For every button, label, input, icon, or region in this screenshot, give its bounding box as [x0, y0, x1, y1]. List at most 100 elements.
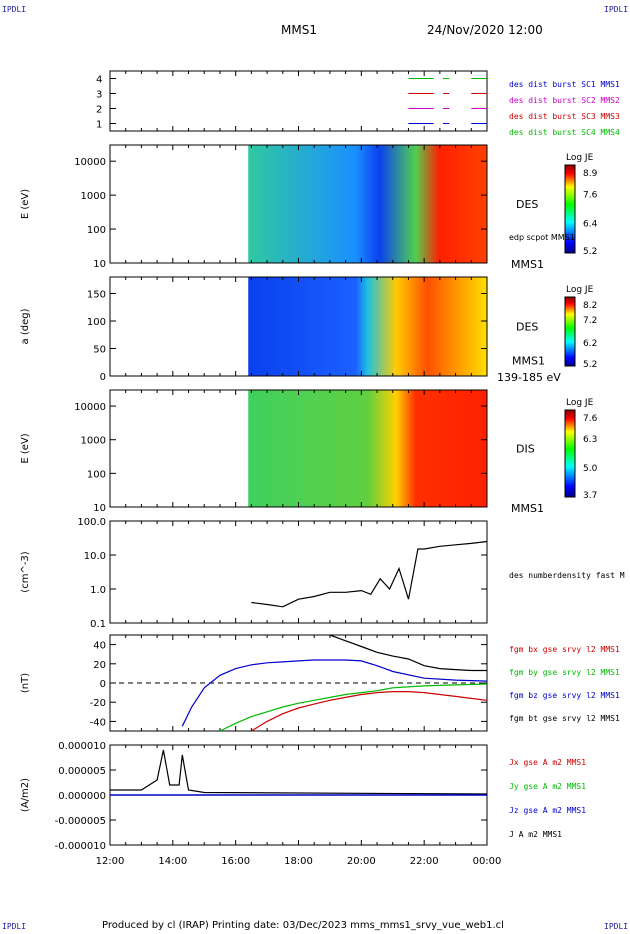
dis-energy-spectrogram: [248, 390, 487, 507]
magnetic-field-legend-entry: fgm bx gse srvy l2 MMS1: [509, 645, 620, 654]
magnetic-field-y-tick-label: 0: [100, 679, 106, 690]
des-energy-y-tick-label: 1000: [81, 191, 106, 202]
dis-energy-colorbar-tick-label: 3.7: [583, 491, 597, 501]
corner-label-top-right: IPDLI: [604, 5, 629, 14]
des-energy-y-axis-label: E (eV): [20, 189, 31, 219]
dis-energy-below-label: MMS1: [511, 502, 544, 515]
density-y-tick-label: 0.1: [90, 619, 106, 630]
des-pitch-colorbar-tick-label: 8.2: [583, 301, 597, 311]
magnetic-field-legend-entry: fgm bz gse srvy l2 MMS1: [509, 691, 620, 700]
dis-energy-y-axis-label: E (eV): [20, 433, 31, 463]
magnetic-field-y-axis-label: (nT): [20, 673, 31, 693]
current-density-y-tick-label: -0.000005: [55, 816, 106, 827]
dis-energy-colorbar-title: Log JE: [566, 398, 594, 408]
des-energy-label: DES: [516, 198, 538, 211]
magnetic-field-legend-entry: fgm bt gse srvy l2 MMS1: [509, 714, 620, 723]
x-tick-label: 16:00: [221, 856, 250, 867]
corner-label-bottom-right: IPDLI: [604, 922, 629, 931]
availability-y-tick-label: 2: [96, 105, 102, 116]
dis-energy-y-tick-label: 100: [87, 469, 106, 480]
dis-energy-colorbar-tick-label: 7.6: [583, 414, 598, 424]
des-energy-colorbar: [564, 164, 576, 254]
dis-energy-y-tick-label: 1000: [81, 436, 106, 447]
dis-energy-colorbar-tick-label: 5.0: [583, 464, 598, 474]
dis-energy-y-tick-label: 10: [93, 503, 106, 514]
current-density-y-tick-label: 0.000000: [58, 791, 106, 802]
current-density-legend-entry: Jx gse A m2 MMS1: [509, 758, 586, 767]
magnetic-field-y-tick-label: 40: [93, 641, 106, 652]
des-energy-y-tick-label: 10000: [74, 157, 106, 168]
availability-legend-entry: des dist burst SC4 MMS4: [509, 128, 620, 137]
current-density-y-tick-label: -0.000010: [55, 841, 106, 852]
magnetic-field-series-line: [329, 634, 487, 672]
corner-label-bottom-left: IPDLI: [2, 922, 27, 931]
magnetic-field-series-line: [251, 690, 488, 732]
availability-y-tick-label: 3: [96, 90, 102, 101]
x-tick-label: 00:00: [473, 856, 502, 867]
des-pitch-y-axis-label: a (deg): [20, 308, 31, 344]
des-pitch-colorbar-tick-label: 5.2: [583, 360, 597, 370]
magnetic-field-y-tick-label: -20: [90, 698, 106, 709]
des-pitch-colorbar: [564, 296, 576, 367]
footer-text: Produced by cl (IRAP) Printing date: 03/…: [102, 920, 504, 931]
des-energy-sublabel: edp scpot MMS1: [509, 233, 575, 242]
current-density-legend-entry: J A m2 MMS1: [509, 830, 562, 839]
density-y-axis-label: (cm^-3): [20, 551, 31, 592]
dis-energy-label: DIS: [516, 443, 535, 456]
x-tick-label: 12:00: [96, 856, 125, 867]
availability-legend-entry: des dist burst SC1 MMS1: [509, 80, 620, 89]
availability-y-tick-label: 4: [96, 75, 102, 86]
density-y-tick-label: 100.0: [77, 517, 106, 528]
des-pitch-label: DES: [516, 321, 538, 334]
magnetic-field-y-tick-label: 20: [93, 660, 106, 671]
des-energy-colorbar-tick-label: 8.9: [583, 169, 598, 179]
des-pitch-colorbar-tick-label: 7.2: [583, 316, 597, 326]
x-tick-label: 20:00: [347, 856, 376, 867]
current-density-series-line: [110, 749, 488, 795]
des-energy-colorbar-title: Log JE: [566, 153, 594, 163]
des-pitch-y-tick-label: 100: [87, 317, 106, 328]
availability-y-tick-label: 1: [96, 120, 102, 131]
current-density-y-tick-label: 0.000005: [58, 766, 106, 777]
magnetic-field-series-line: [219, 683, 488, 732]
current-density-legend-entry: Jy gse A m2 MMS1: [509, 782, 586, 791]
density-legend-entry: des numberdensity fast M: [509, 571, 625, 580]
des-energy-colorbar-tick-label: 5.2: [583, 247, 597, 257]
current-density-legend-entry: Jz gse A m2 MMS1: [509, 806, 586, 815]
availability-legend-entry: des dist burst SC2 MMS2: [509, 96, 620, 105]
density-y-tick-label: 10.0: [84, 551, 106, 562]
corner-label-top-left: IPDLI: [2, 5, 27, 14]
des-energy-y-tick-label: 10: [93, 259, 106, 270]
des-energy-colorbar-tick-label: 7.6: [583, 190, 598, 200]
magnetic-field-y-tick-label: -40: [90, 717, 106, 728]
dis-energy-y-tick-label: 10000: [74, 402, 106, 413]
density-y-tick-label: 1.0: [90, 585, 106, 596]
spacecraft-title: MMS1: [281, 23, 317, 37]
x-tick-label: 18:00: [284, 856, 313, 867]
des-pitch-colorbar-tick-label: 6.2: [583, 339, 597, 349]
des-pitch-below-label: 139-185 eV: [497, 371, 561, 384]
des-pitch-y-tick-label: 0: [100, 372, 106, 383]
current-density-y-tick-label: 0.000010: [58, 741, 106, 752]
des-energy-below-label: MMS1: [511, 258, 544, 271]
dis-energy-colorbar-tick-label: 6.3: [583, 435, 597, 445]
current-density-y-axis-label: (A/m2): [20, 778, 31, 812]
density-series-line: [251, 540, 488, 608]
x-tick-label: 14:00: [158, 856, 187, 867]
magnetic-field-series-line: [181, 659, 488, 727]
des-pitch-y-tick-label: 50: [93, 345, 106, 356]
des-pitch-spectrogram: [248, 277, 487, 376]
x-tick-label: 22:00: [410, 856, 439, 867]
des-pitch-y-tick-label: 150: [87, 290, 106, 301]
dis-energy-colorbar: [564, 409, 576, 498]
des-energy-colorbar-tick-label: 6.4: [583, 220, 598, 230]
availability-legend-entry: des dist burst SC3 MMS3: [509, 112, 620, 121]
density-panel-frame: [109, 520, 488, 624]
des-pitch-colorbar-title: Log JE: [566, 285, 594, 295]
datetime-title: 24/Nov/2020 12:00: [427, 23, 543, 37]
des-energy-spectrogram: [248, 145, 487, 263]
des-pitch-sublabel: MMS1: [512, 355, 545, 368]
availability-panel-frame: [109, 70, 488, 132]
des-energy-y-tick-label: 100: [87, 225, 106, 236]
